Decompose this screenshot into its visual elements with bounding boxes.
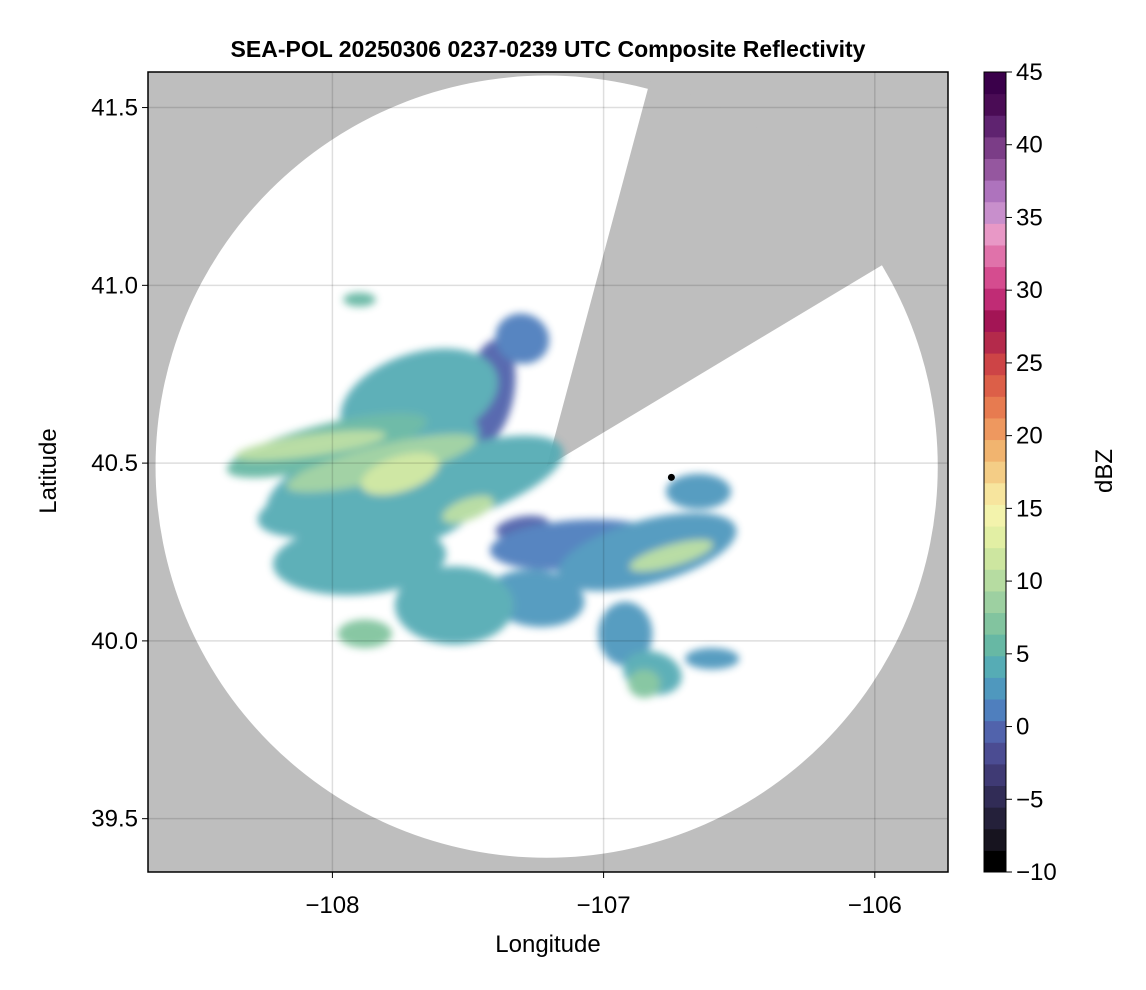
colorbar-tick-label-6: 20 xyxy=(1016,423,1043,450)
colorbar-tick-label-4: 10 xyxy=(1016,568,1043,595)
colorbar-segment-1 xyxy=(984,828,1006,851)
colorbar-label: dBZ xyxy=(1091,449,1118,493)
y-axis-label: Latitude xyxy=(35,428,62,513)
colorbar-segment-24 xyxy=(984,331,1006,354)
echo-cell-25 xyxy=(337,619,393,648)
colorbar-ticks: −10 −5 0 5 10 15 20 25 30 35 40 45 xyxy=(1006,59,1057,886)
colorbar-segment-0 xyxy=(984,850,1006,873)
colorbar-segment-18 xyxy=(984,461,1006,484)
y-axis-ticks: 39.5 40.0 40.5 41.0 41.5 xyxy=(91,95,148,833)
colorbar-segment-11 xyxy=(984,612,1006,635)
colorbar-segment-2 xyxy=(984,807,1006,830)
colorbar-tick-label-8: 30 xyxy=(1016,277,1043,304)
echo-cell-21 xyxy=(442,495,494,523)
colorbar-segment-21 xyxy=(984,396,1006,419)
x-tick-label-1: −107 xyxy=(577,892,631,919)
colorbar-segment-35 xyxy=(984,93,1006,116)
colorbar-segment-10 xyxy=(984,634,1006,657)
colorbar-segment-16 xyxy=(984,504,1006,527)
colorbar-tick-label-7: 25 xyxy=(1016,350,1043,377)
colorbar-segment-36 xyxy=(984,72,1006,95)
colorbar xyxy=(983,71,1007,873)
colorbar-segment-33 xyxy=(984,136,1006,159)
echo-cell-6 xyxy=(325,481,475,552)
x-tick-label-2: −106 xyxy=(848,892,902,919)
colorbar-tick-label-9: 35 xyxy=(1016,204,1043,231)
colorbar-tick-label-0: −10 xyxy=(1016,859,1057,886)
x-axis-ticks: −108 −107 −106 xyxy=(305,872,902,919)
colorbar-segment-20 xyxy=(984,417,1006,441)
colorbar-segment-9 xyxy=(984,655,1006,678)
colorbar-segment-7 xyxy=(984,699,1006,722)
colorbar-tick-label-11: 45 xyxy=(1016,59,1043,86)
echo-cell-20 xyxy=(361,452,440,495)
echo-cell-7 xyxy=(394,566,515,645)
colorbar-tick-label-1: −5 xyxy=(1016,786,1043,813)
colorbar-segment-8 xyxy=(984,677,1006,700)
colorbar-tick-label-5: 15 xyxy=(1016,495,1043,522)
y-tick-label-2: 40.5 xyxy=(91,450,138,477)
colorbar-segment-13 xyxy=(984,569,1006,592)
colorbar-segment-3 xyxy=(984,785,1006,808)
echo-cell-22 xyxy=(629,539,714,572)
echo-cell-15 xyxy=(495,313,550,364)
colorbar-segment-22 xyxy=(984,374,1006,397)
echo-cell-11 xyxy=(665,473,732,510)
colorbar-tick-label-2: 0 xyxy=(1016,714,1029,741)
colorbar-segment-34 xyxy=(984,115,1006,138)
echo-cell-26 xyxy=(628,669,661,698)
x-tick-label-0: −108 xyxy=(305,892,359,919)
colorbar-tick-label-10: 40 xyxy=(1016,132,1043,159)
colorbar-segment-29 xyxy=(984,223,1006,246)
colorbar-tick-label-3: 5 xyxy=(1016,641,1029,668)
grid-lines xyxy=(148,72,948,872)
echo-cell-16 xyxy=(343,292,376,307)
y-tick-label-3: 41.0 xyxy=(91,272,138,299)
colorbar-segment-17 xyxy=(984,482,1006,505)
plot-frame xyxy=(147,71,949,873)
colorbar-segment-12 xyxy=(984,590,1006,614)
colorbar-segment-32 xyxy=(984,158,1006,181)
echo-cell-14 xyxy=(684,648,740,670)
echo-cell-12 xyxy=(598,601,653,666)
echo-cell-19 xyxy=(235,430,386,461)
colorbar-segment-28 xyxy=(984,244,1006,268)
reflectivity-field xyxy=(226,292,740,698)
chart-title: SEA-POL 20250306 0237-0239 UTC Composite… xyxy=(231,36,866,62)
x-axis-label: Longitude xyxy=(495,931,600,958)
colorbar-segment-30 xyxy=(984,201,1006,224)
colorbar-segment-25 xyxy=(984,309,1006,332)
colorbar-segment-23 xyxy=(984,353,1006,376)
blocked-sector-0 xyxy=(546,81,889,467)
colorbar-segment-14 xyxy=(984,547,1006,570)
colorbar-segment-19 xyxy=(984,439,1006,462)
colorbar-segment-6 xyxy=(984,720,1006,743)
colorbar-segment-15 xyxy=(984,526,1006,549)
colorbar-segment-26 xyxy=(984,288,1006,311)
site-marker xyxy=(667,473,675,481)
y-tick-label-4: 41.5 xyxy=(91,95,138,122)
colorbar-segment-5 xyxy=(984,742,1006,765)
site-markers xyxy=(667,473,675,481)
echo-cell-10 xyxy=(557,512,737,592)
colorbar-segment-31 xyxy=(984,180,1006,203)
colorbar-frame xyxy=(983,71,1007,873)
y-tick-label-0: 39.5 xyxy=(91,806,138,833)
colorbar-segment-4 xyxy=(984,763,1006,787)
colorbar-segment-27 xyxy=(984,266,1006,289)
y-tick-label-1: 40.0 xyxy=(91,628,138,655)
